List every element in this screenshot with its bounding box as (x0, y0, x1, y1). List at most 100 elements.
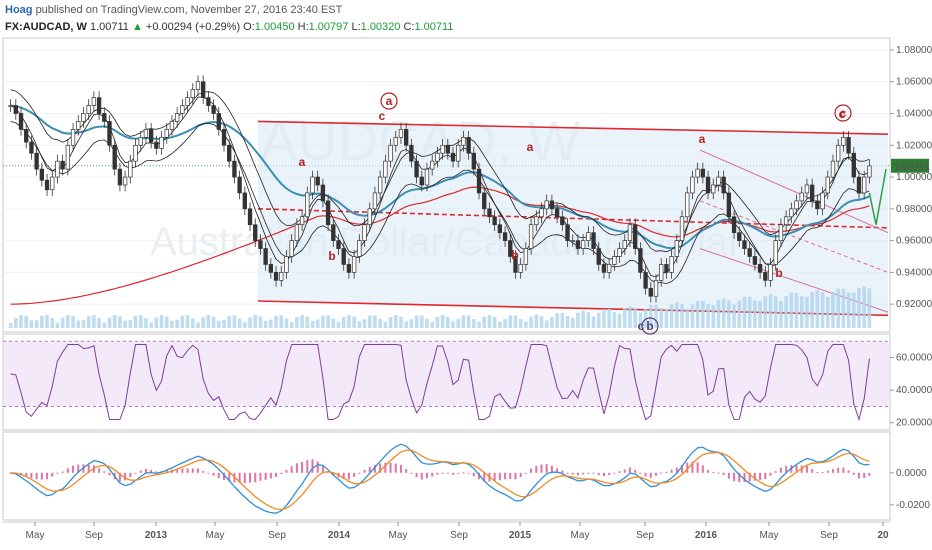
macd-hist-bar (431, 472, 434, 477)
volume-bar (8, 323, 13, 328)
volume-bar (695, 300, 700, 328)
volume-bar (419, 315, 424, 328)
candle-body (575, 240, 581, 249)
macd-hist-bar (441, 472, 444, 474)
macd-hist-bar (290, 466, 293, 473)
volume-bar (737, 300, 742, 328)
macd-hist-bar (379, 463, 382, 473)
price-tick-label: 0.98000 (896, 204, 932, 215)
volume-bar (674, 302, 679, 328)
macd-hist-bar (597, 472, 600, 476)
volume-bar (799, 296, 804, 328)
volume-bar (295, 317, 299, 328)
macd-hist-bar (634, 469, 637, 473)
macd-pane[interactable] (2, 431, 891, 521)
macd-hist-bar (134, 472, 137, 474)
candle-body (669, 256, 674, 273)
macd-hist-bar (842, 467, 845, 473)
macd-hist-bar (795, 465, 798, 473)
time-tick-label: 2014 (328, 530, 351, 541)
symbol-label[interactable]: FX:AUDCAD, W (5, 21, 87, 33)
candle-body (534, 216, 539, 226)
volume-bar (34, 320, 39, 328)
macd-hist-bar (347, 472, 350, 480)
candle-body (450, 152, 456, 162)
macd-hist-bar (530, 468, 533, 473)
time-tick-label: May (389, 530, 408, 541)
volume-bar (758, 301, 762, 328)
macd-hist-bar (306, 460, 309, 473)
candle-body (258, 240, 263, 249)
candle-body (143, 129, 149, 138)
macd-hist-bar (207, 472, 210, 474)
macd-hist-bar (56, 472, 59, 474)
volume-bar (451, 321, 455, 328)
candle-body (586, 232, 591, 241)
macd-hist-bar (707, 469, 710, 473)
candle-body (440, 144, 445, 154)
candle-body (528, 224, 534, 249)
macd-hist-bar (566, 472, 569, 474)
volume-bar (794, 292, 799, 328)
wave-label: b (775, 266, 782, 280)
candle-body (294, 224, 300, 241)
candle-body (711, 184, 716, 194)
candle-body (279, 272, 284, 281)
macd-hist-bar (524, 472, 527, 474)
volume-bar (617, 313, 622, 328)
candle-body (763, 272, 768, 281)
macd-hist-bar (342, 472, 345, 480)
time-tick-label: 2016 (695, 530, 718, 541)
macd-hist-bar (124, 472, 127, 481)
candle-body (201, 81, 206, 98)
price-tick-label: 0.92000 (896, 299, 932, 310)
volume-bar (357, 321, 362, 328)
candle-body (804, 184, 810, 194)
candle-body (268, 264, 274, 273)
candle-body (419, 176, 424, 186)
time-tick-label: Sep (450, 530, 468, 541)
candle-body (232, 160, 237, 178)
candle-body (242, 192, 247, 210)
candle-body (580, 240, 586, 249)
candle-body (96, 97, 102, 114)
macd-hist-bar (264, 472, 267, 480)
macd-hist-bar (722, 472, 725, 475)
candle-body (346, 264, 352, 273)
volume-bar (565, 316, 570, 328)
volume-bar (633, 308, 638, 328)
candle-body (716, 176, 721, 186)
volume-bar (55, 322, 60, 328)
volume-bar (206, 315, 211, 328)
macd-hist-bar (285, 470, 288, 473)
volume-bar (341, 317, 346, 328)
author-name[interactable]: Hoag (5, 4, 33, 16)
macd-hist-bar (483, 472, 486, 482)
volume-bar (310, 321, 315, 328)
macd-hist-bar (628, 467, 631, 473)
volume-bar (279, 315, 284, 328)
candle-body (325, 200, 331, 226)
macd-indicator (9, 443, 871, 514)
macd-hist-bar (561, 470, 564, 473)
candle-body (789, 208, 794, 218)
candle-body (830, 160, 836, 178)
macd-hist-bar (655, 472, 657, 476)
volume-bar (232, 315, 237, 328)
macd-hist-bar (535, 465, 538, 473)
volume-bar (13, 317, 18, 328)
macd-hist-bar (363, 469, 366, 473)
candle-body (721, 176, 726, 194)
projection-path (868, 168, 887, 225)
candle-body (549, 200, 555, 210)
macd-hist-bar (368, 466, 371, 473)
volume-bar (612, 312, 617, 328)
macd-hist-bar (150, 469, 153, 473)
time-tick-label: May (26, 530, 45, 541)
candle-body (367, 208, 372, 226)
volume-bar (378, 318, 382, 328)
time-tick-label: Sep (268, 530, 286, 541)
macd-hist-bar (821, 471, 824, 473)
macd-hist-bar (519, 472, 522, 477)
